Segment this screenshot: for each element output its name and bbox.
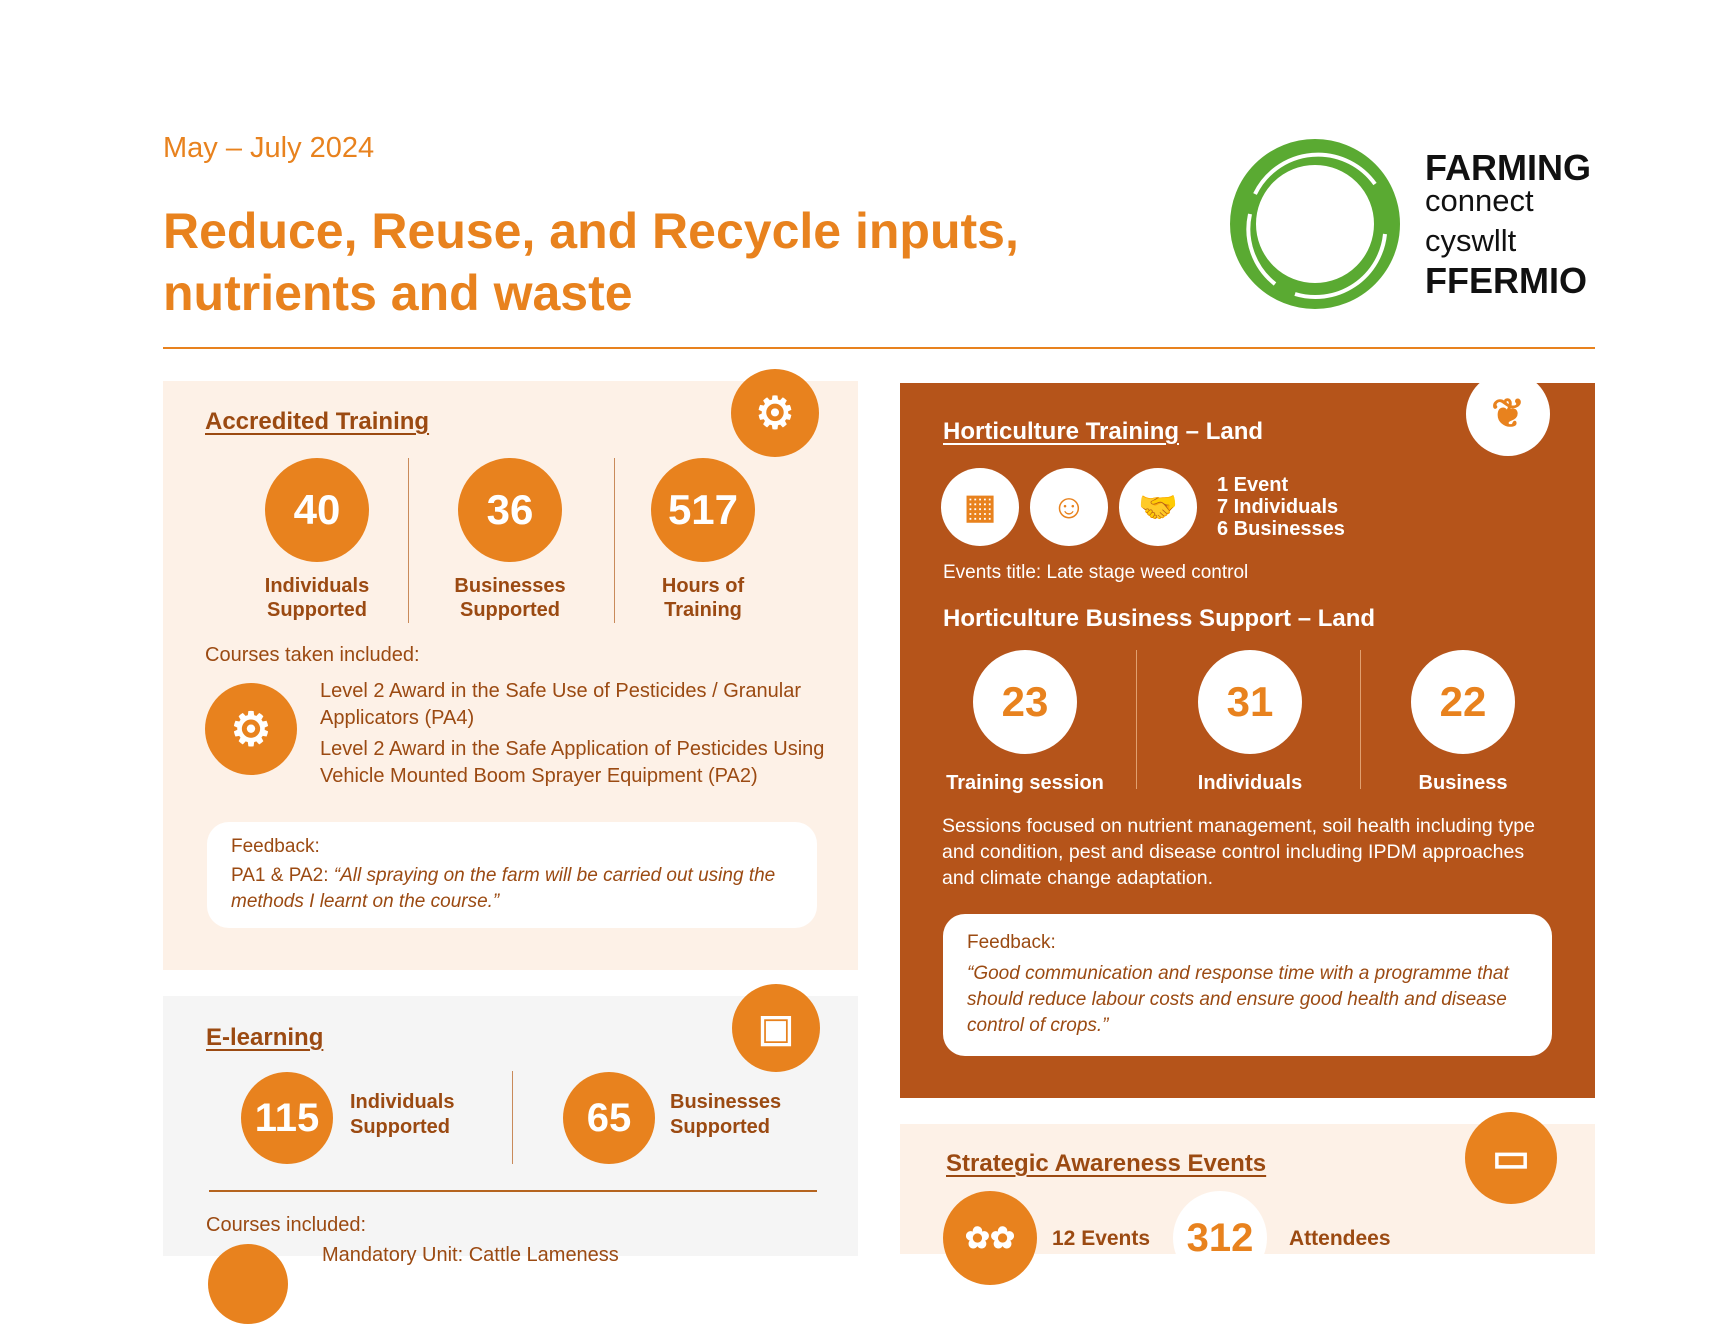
stat-label: Individuals Supported	[350, 1091, 455, 1138]
divider	[512, 1071, 513, 1164]
stat-label: Businesses Supported	[670, 1091, 782, 1138]
leaf-icon: ❦	[1466, 372, 1550, 456]
attendees-label: Attendees	[1289, 1227, 1391, 1250]
attendees-circle: 312	[1173, 1191, 1267, 1285]
stat-circle: 31	[1198, 650, 1302, 754]
logo-ring-icon	[1230, 139, 1400, 309]
section-title: Accredited Training	[205, 408, 430, 435]
gear-check-icon: ⚙	[731, 369, 819, 457]
stat-circle: 23	[973, 650, 1077, 754]
course-item: Mandatory Unit: Cattle Lameness	[322, 1244, 619, 1266]
events-title: Events title: Late stage weed control	[943, 562, 1249, 583]
calendar-icon: ▦	[941, 468, 1019, 546]
stat-label: Businesses Supported	[454, 575, 566, 621]
certificate-icon: ▭	[1465, 1112, 1557, 1204]
head-icon: ☺	[1030, 468, 1108, 546]
event-summary: 1 Event 7 Individuals 6 Businesses	[1217, 474, 1345, 540]
gear-check-icon: ⚙	[205, 683, 297, 775]
course-list: Level 2 Award in the Safe Use of Pestici…	[320, 680, 825, 787]
logo-text: cyswllt	[1425, 223, 1517, 258]
divider	[1360, 650, 1361, 789]
events-count: 12 Events	[1052, 1227, 1151, 1250]
courses-label: Courses taken included:	[205, 644, 420, 666]
section-title: Horticulture Business Support – Land	[943, 605, 1376, 632]
section-title: Horticulture Training – Land	[943, 418, 1264, 445]
stat-circle: 36	[458, 458, 562, 562]
courses-label: Courses included:	[206, 1214, 367, 1236]
logo-text: FARMING	[1425, 147, 1591, 188]
certificate-screen-icon: ▣	[732, 984, 820, 1072]
logo-text: connect	[1425, 183, 1534, 218]
stat-circle: 517	[651, 458, 755, 562]
course-icon	[208, 1244, 288, 1324]
sessions-description: Sessions focused on nutrient management,…	[942, 815, 1535, 889]
stat-circle: 22	[1411, 650, 1515, 754]
section-title: Strategic Awareness Events	[946, 1150, 1267, 1177]
stat-circle: 65	[563, 1072, 655, 1164]
title-line: Reduce, Reuse, and Recycle inputs,	[163, 203, 1019, 259]
header-divider	[163, 347, 1595, 349]
stat-label: Individuals Supported	[264, 575, 370, 621]
logo: FARMING connect cyswllt FFERMIO	[1225, 134, 1605, 314]
stat-circle: 115	[241, 1072, 333, 1164]
divider	[408, 458, 409, 623]
handshake-icon: 🤝	[1119, 468, 1197, 546]
divider	[1136, 650, 1137, 789]
stat-label: Individuals	[1197, 772, 1303, 794]
feedback-box: Feedback: PA1 & PA2: “All spraying on th…	[207, 822, 817, 928]
stat-circle: 40	[265, 458, 369, 562]
section-title: E-learning	[206, 1024, 324, 1051]
title-line: nutrients and waste	[163, 265, 633, 321]
date-range: May – July 2024	[163, 132, 375, 164]
stat-label: Hours of Training	[661, 575, 745, 621]
page-title: Reduce, Reuse, and Recycle inputs, nutri…	[163, 200, 1019, 324]
logo-text: FFERMIO	[1425, 260, 1587, 301]
award-rosettes-icon: ✿✿	[943, 1191, 1037, 1285]
divider	[209, 1190, 817, 1192]
stat-label: Training session	[946, 772, 1104, 794]
feedback-box: Feedback: “Good communication and respon…	[943, 914, 1552, 1056]
stat-label: Business	[1418, 772, 1508, 794]
divider	[614, 458, 615, 623]
